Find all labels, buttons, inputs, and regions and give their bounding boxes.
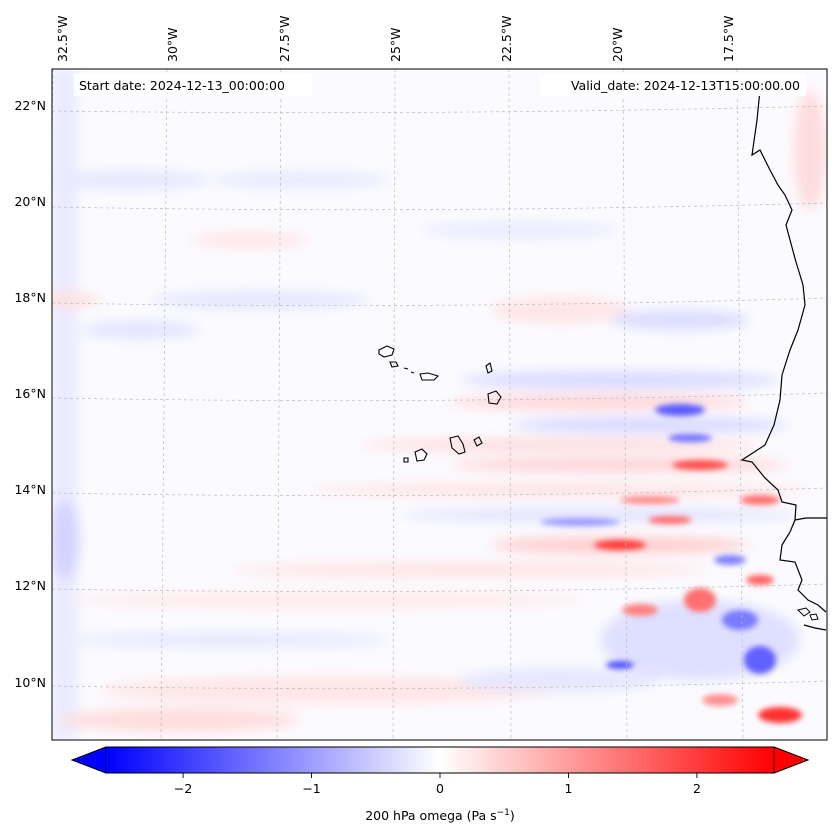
africa-coastline: [740, 89, 827, 631]
longitude-labels: 32.5°W 30°W 27.5°W 25°W 22.5°W 20°W 17.5…: [55, 16, 736, 62]
lon-label-27-5w: 27.5°W: [277, 16, 292, 62]
colorbar-outline: [70, 746, 810, 774]
latitude-labels: 22°N 20°N 18°N 16°N 14°N 12°N 10°N: [14, 98, 46, 690]
valid-date-box: [540, 74, 806, 96]
colorbar-label-text: 200 hPa omega (Pa s: [365, 808, 496, 823]
colorbar-gradient: [106, 747, 774, 773]
gridlines: [52, 69, 827, 740]
cape-verde-islands: [378, 345, 502, 463]
map-border: [51, 68, 828, 741]
lat-label-16n: 16°N: [14, 386, 46, 401]
start-date-label: Start date: 2024-12-13_00:00:00: [79, 78, 285, 93]
lat-label-18n: 18°N: [14, 290, 46, 305]
colorbar-tick-label: 0: [436, 781, 444, 796]
colorbar-label: 200 hPa omega (Pa s−1): [365, 808, 515, 823]
colorbar-tick-label: 2: [693, 781, 701, 796]
colorbar-extend-high: [773, 746, 810, 774]
colorbar-ticks: −2 −1 0 1 2: [174, 773, 701, 796]
start-date-box: [74, 74, 312, 96]
lat-label-12n: 12°N: [14, 578, 46, 593]
lon-label-32-5w: 32.5°W: [55, 16, 70, 62]
lon-label-22-5w: 22.5°W: [499, 16, 514, 62]
colorbar-tick-label: 1: [564, 781, 572, 796]
colorbar-extend-low: [70, 746, 107, 774]
colorbar-label-end: ): [510, 808, 515, 823]
lat-label-22n: 22°N: [14, 98, 46, 113]
colorbar: −2 −1 0 1 2 200 hPa omega (Pa s−1): [70, 746, 810, 823]
colorbar-tick-label: −2: [174, 781, 192, 796]
lat-label-10n: 10°N: [14, 675, 46, 690]
lon-label-30w: 30°W: [165, 27, 180, 62]
lon-label-17-5w: 17.5°W: [721, 16, 736, 62]
lat-label-20n: 20°N: [14, 194, 46, 209]
lon-label-25w: 25°W: [388, 27, 403, 62]
map-panel: Start date: 2024-12-13_00:00:00 Valid_da…: [52, 69, 827, 740]
valid-date-label: Valid_date: 2024-12-13T15:00:00.00: [571, 78, 800, 93]
colorbar-label-sup: −1: [497, 808, 510, 818]
colorbar-tick-label: −1: [302, 781, 320, 796]
lon-label-20w: 20°W: [610, 27, 625, 62]
lat-label-14n: 14°N: [14, 482, 46, 497]
coast-island-bijagos: [797, 607, 819, 621]
